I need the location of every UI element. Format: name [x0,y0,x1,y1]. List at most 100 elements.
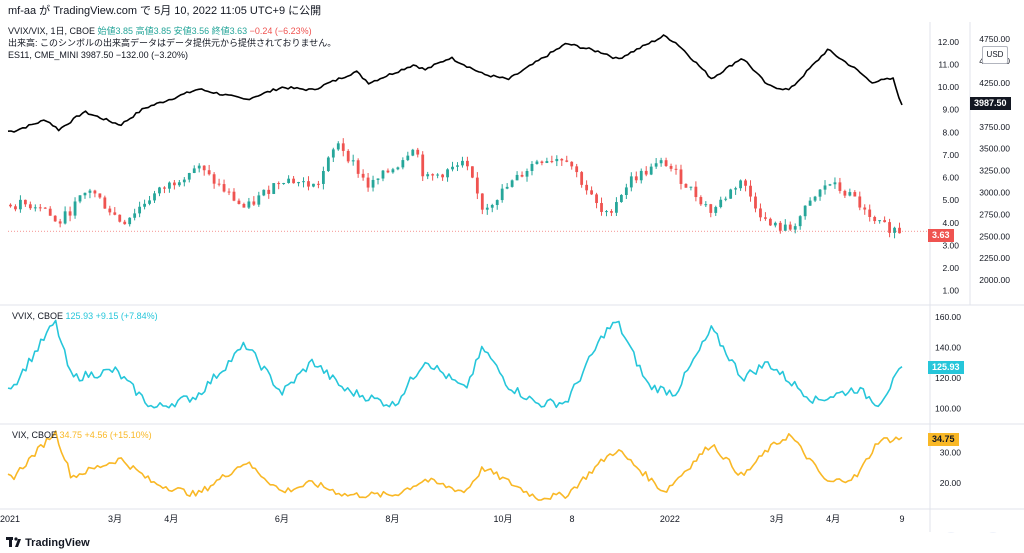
ratio-candle-body [63,211,67,224]
vvix-legend-symbol: VVIX, CBOE [12,311,64,321]
ratio-candle-body [818,189,822,197]
ratio-candle-body [565,160,569,162]
ratio-candle-body [783,224,787,231]
ratio-candle-body [103,197,107,209]
ratio-candle-body [719,199,723,208]
ratio-candle-body [639,170,643,181]
ratio-candle-body [381,170,385,179]
vix-legend: VIX, CBOE 34.75 +4.56 (+15.10%) [12,429,152,441]
ratio-candle-body [466,160,469,167]
ratio-candle-body [93,190,97,194]
ratio-candle-body [600,203,603,212]
ratio-candle-body [540,161,544,164]
ratio-candle-body [187,173,191,180]
ratio-candle-body [252,201,256,205]
es-axis-tick: 4250.00 [979,78,1010,88]
tradingview-logo-icon [6,537,21,547]
ratio-candle-body [207,170,211,175]
ratio-candle-body [297,182,300,184]
ratio-candle-body [674,168,678,170]
ratio-candle-body [863,207,867,210]
ratio-candle-body [451,166,454,170]
chart-area[interactable]: 12.00 11.00 10.00 9.00 8.00 7.00 6.00 5.00 4.00 3… [0,22,1024,546]
ratio-candle-body [138,206,142,214]
ratio-candle-body [287,178,291,183]
ratio-axis-tick: 3.00 [942,240,959,250]
vix-price-tag: 34.75 [928,433,959,446]
currency-selector[interactable]: USD [982,46,1008,64]
ratio-candle-body [684,183,688,188]
tradingview-logo[interactable]: TradingView [6,533,90,553]
main-legend-volume: 出来高: このシンボルの出来高データはデータ提供元から提供されておりません。 [8,38,337,48]
ratio-candle-body [704,204,708,206]
vvix-price-tag: 125.93 [928,361,964,374]
ratio-candle-body [73,201,77,216]
ratio-axis-tick: 4.00 [942,218,959,228]
ratio-candle-body [580,172,584,185]
ratio-candle-body [833,182,837,185]
ratio-candle-body [431,174,435,176]
ratio-candle-body [396,167,400,170]
ratio-candle-body [669,165,673,169]
ratio-candle-body [535,161,539,164]
ratio-candle-body [98,193,102,198]
es-legend: ES11, CME_MINI 3987.50 −132.00 (−3.20%) [8,50,188,60]
ratio-candle-body [262,189,266,196]
es-line [7,34,903,133]
ratio-candle-body [336,143,340,150]
ratio-candle-body [768,218,772,226]
vvix-axis-tick: 140.00 [935,343,961,353]
ratio-candle-body [709,204,713,213]
ratio-candle-body [192,168,196,174]
publish-header-text: mf-aa が TradingView.com で 5月 10, 2022 11… [8,5,322,17]
es-axis-tick: 3750.00 [979,122,1010,132]
ratio-candle-body [351,160,355,162]
vvix-legend-values: 125.93 +9.15 (+7.84%) [65,311,158,321]
ratio-candle-body [729,189,733,199]
x-axis-tick: 3月 [108,514,122,524]
ratio-candle-body [893,227,896,233]
ratio-axis-tick: 1.00 [942,286,959,296]
ratio-candle-body [798,216,802,227]
ratio-candle-body [23,199,27,205]
ratio-candle-body [550,161,554,163]
ratio-candle-body [629,176,633,188]
ratio-price-tag: 3.63 [928,229,954,242]
ratio-candle-body [38,207,42,209]
x-axis-tick: 9 [899,514,904,524]
ratio-candle-body [634,176,638,181]
ratio-candle-body [734,188,738,190]
ratio-candle-body [376,178,380,180]
ratio-candle-body [426,174,430,177]
ratio-candle-body [19,199,22,210]
ratio-candle-body [312,183,315,187]
es-axis-tick: 3000.00 [979,187,1010,197]
ratio-candle-body [898,227,901,234]
ratio-candle-body [461,160,464,166]
main-legend-change: −0.24 (−6.23%) [249,26,312,36]
ratio-candle-body [694,186,698,198]
main-legend-symbol: VVIX/VIX, 1日, CBOE [8,26,96,36]
ratio-candle-body [172,182,176,186]
ratio-candle-body [490,204,494,208]
chart-svg[interactable]: 12.00 11.00 10.00 9.00 8.00 7.00 6.00 5.00 4.00 3… [0,22,1024,532]
ratio-price-tag-label: 3.63 [932,230,950,240]
ratio-axis-tick: 7.00 [942,150,959,160]
ratio-candle-body [163,187,166,189]
ratio-candle-body [724,198,728,200]
ratio-candle-body [227,191,231,193]
ratio-candle-body [446,169,449,178]
es-axis-tick: 2500.00 [979,231,1010,241]
x-axis-tick: 4月 [826,514,840,524]
ratio-candle-body [848,192,852,196]
ratio-candle-body [421,154,425,177]
ratio-candle-body [232,191,236,201]
ratio-candle-body [585,184,589,191]
ratio-candle-body [406,155,410,161]
currency-label: USD [986,50,1004,59]
x-axis-tick: 10月 [494,514,513,524]
ratio-candle-body [525,171,529,177]
vix-line [7,430,903,501]
es-axis-tick: 2750.00 [979,209,1010,219]
ratio-candle-body [610,211,613,213]
